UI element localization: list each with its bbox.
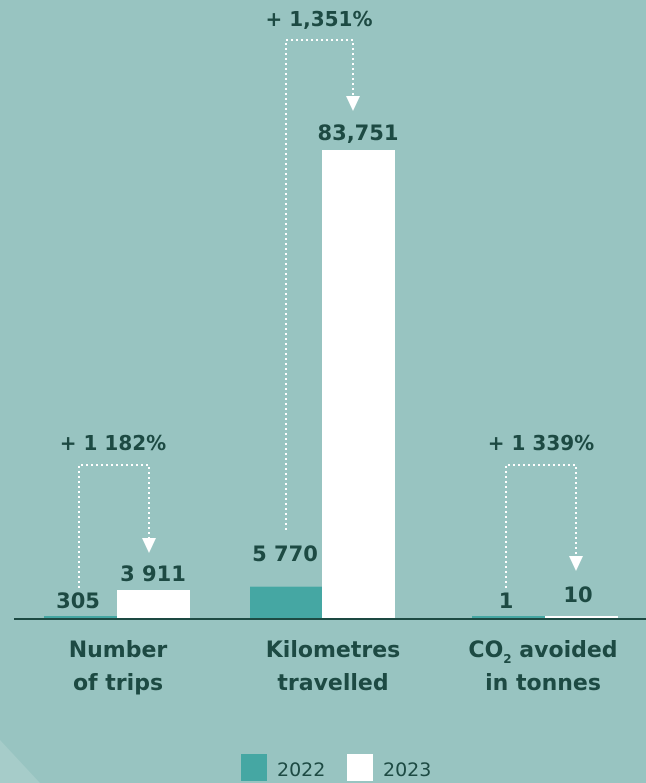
bar-trips-2023 [117,590,190,619]
category-label-trips: Number [69,638,168,663]
category-label-co2: CO2 avoided [468,638,617,666]
legend-swatch-2023 [347,754,373,781]
arrowhead-co2 [569,556,583,571]
bars [44,150,618,619]
category-label-km: Kilometres [266,638,400,663]
change-connector-km [285,39,354,530]
category-label-co2-line2: in tonnes [485,671,601,696]
arrowhead-km [346,96,360,111]
bar-trips-2022 [44,616,117,619]
value-label-km-2023: 83,751 [317,121,398,145]
co2-main: CO [468,638,503,663]
value-label-trips-2023: 3 911 [120,562,186,586]
bar-co2-2022 [472,616,545,619]
bar-co2-2023 [545,616,618,619]
legend-swatch-2022 [241,754,267,781]
arrowhead-trips [142,538,156,553]
value-label-co2-2022: 1 [499,589,514,613]
change-label-trips: + 1 182% [60,431,166,455]
legend-label-2022: 2022 [277,759,325,781]
value-label-co2-2023: 10 [563,583,592,607]
decorative-corner [0,740,40,783]
category-label-trips-line2: of trips [73,671,163,696]
change-connector-co2 [505,464,577,588]
bar-km-2023 [322,150,395,619]
change-connector-trips [78,464,150,588]
change-label-km: + 1,351% [265,7,372,31]
value-label-km-2022: 5 770 [252,542,318,566]
value-label-trips-2022: 305 [56,589,100,613]
co2-rest: avoided [512,638,618,663]
category-label-km-line2: travelled [277,671,388,696]
co2-subscript: 2 [503,652,511,666]
legend-label-2023: 2023 [383,759,431,781]
change-label-co2: + 1 339% [488,431,594,455]
bar-km-2022 [250,586,323,619]
